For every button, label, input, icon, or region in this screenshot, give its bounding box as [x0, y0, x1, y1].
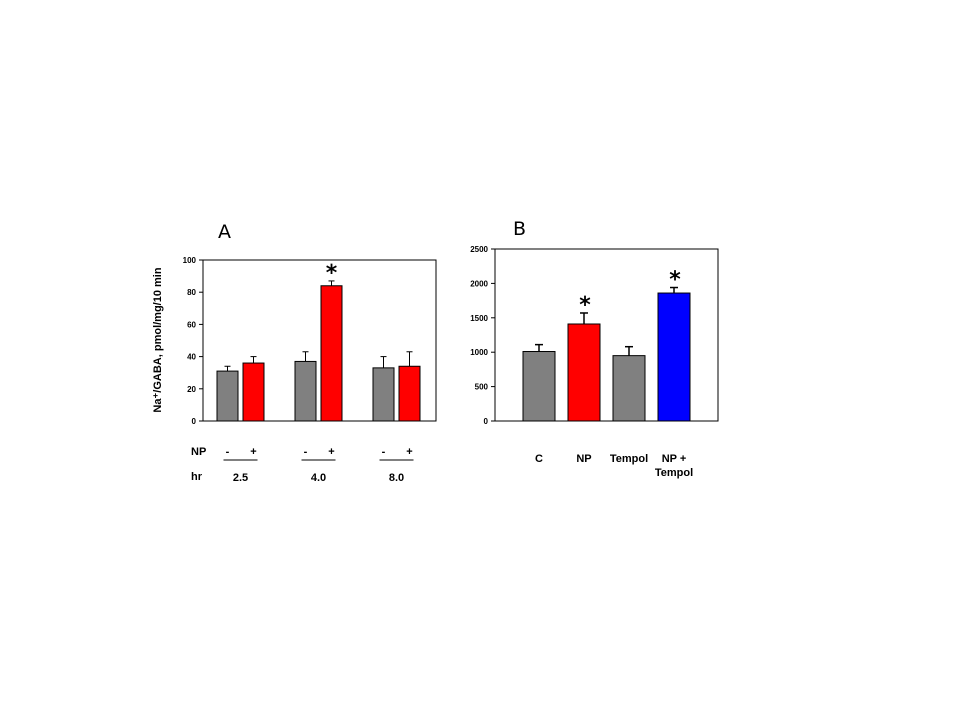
y-tick-label: 60 [187, 320, 196, 329]
bar [522, 351, 556, 422]
y-axis-label: Na⁺/GABA, pmol/mg/10 min [152, 267, 164, 412]
bar [216, 370, 239, 422]
bar [612, 355, 646, 422]
y-tick-label: 40 [187, 353, 196, 362]
panel-a-label: A [218, 221, 231, 243]
panel-a-chart: A 0 20 40 60 80 100 Na⁺/GABA, pmol/mg/10 min NP h… [152, 221, 437, 484]
np-sign-label: + [406, 446, 412, 458]
panel-b-chart: B 0 500 1000 1500 2000 2500 C * NP Tempol * NP + Temp… [470, 218, 719, 479]
y-tick-label: 1500 [470, 314, 488, 323]
np-sign-label: - [304, 446, 308, 458]
hr-value-label: 4.0 [311, 472, 326, 484]
bar [657, 292, 691, 422]
y-tick-label: 500 [475, 383, 489, 392]
significance-marker: * [326, 261, 338, 286]
y-tick-label: 0 [192, 417, 197, 426]
bar [372, 367, 395, 422]
y-tick-label: 0 [484, 417, 489, 426]
np-sign-label: + [250, 446, 256, 458]
panel-b-label: B [513, 218, 526, 240]
hr-value-label: 2.5 [233, 472, 248, 484]
x-category-label: NP + [662, 453, 687, 465]
bar [567, 323, 601, 422]
y-tick-label: 80 [187, 288, 196, 297]
x-category-label: Tempol [655, 467, 693, 479]
bar [398, 365, 421, 422]
significance-marker: * [669, 268, 681, 293]
np-row-label: NP [191, 446, 206, 458]
y-tick-label: 2000 [470, 279, 488, 288]
y-tick-label: 2500 [470, 245, 488, 254]
y-tick-label: 20 [187, 385, 196, 394]
bar [320, 285, 343, 422]
x-category-label: Tempol [610, 453, 648, 465]
panel-b-plot-frame [494, 248, 719, 422]
hr-row-label: hr [191, 471, 203, 483]
significance-marker: * [579, 293, 591, 318]
bar [294, 360, 317, 422]
y-tick-label: 100 [183, 256, 197, 265]
np-sign-label: - [226, 446, 230, 458]
np-sign-label: + [328, 446, 334, 458]
y-tick-label: 1000 [470, 348, 488, 357]
x-category-label: C [535, 453, 543, 465]
hr-value-label: 8.0 [389, 472, 404, 484]
x-category-label: NP [576, 453, 591, 465]
bar [242, 362, 265, 422]
np-sign-label: - [382, 446, 386, 458]
panel-a-plot-frame [202, 259, 437, 422]
